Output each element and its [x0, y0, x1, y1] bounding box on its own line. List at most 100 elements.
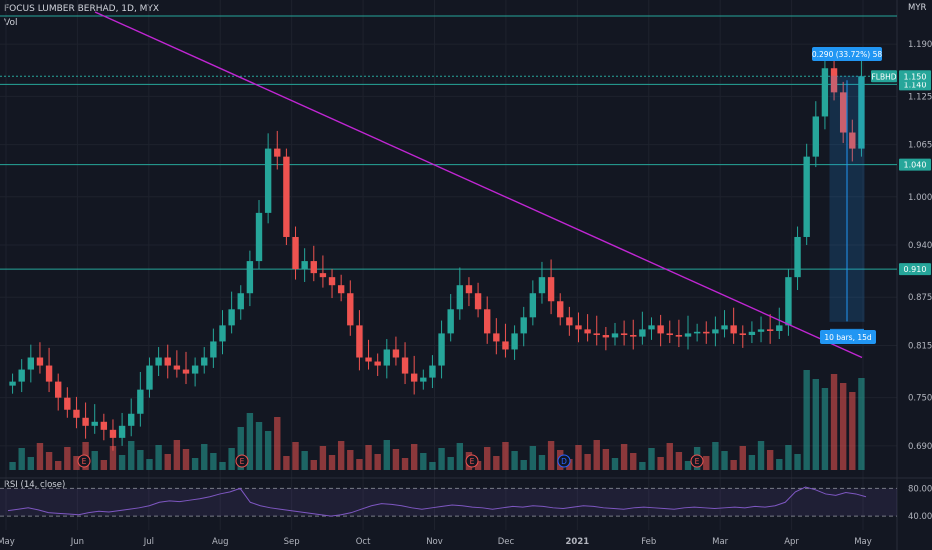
candle-body[interactable] — [447, 309, 454, 334]
candle-body[interactable] — [146, 365, 153, 390]
candle-body[interactable] — [511, 333, 518, 350]
event-marker-aug-earnings[interactable] — [235, 454, 249, 468]
candle-body[interactable] — [45, 365, 53, 382]
candle-body[interactable] — [757, 329, 765, 332]
candle-body[interactable] — [383, 349, 390, 366]
candle-body[interactable] — [666, 333, 673, 336]
candle-body[interactable] — [584, 329, 591, 334]
candle-body[interactable] — [164, 357, 171, 366]
candle-body[interactable] — [410, 373, 418, 382]
candle-body[interactable] — [703, 331, 710, 334]
candle-body[interactable] — [73, 409, 80, 418]
candle-body[interactable] — [794, 236, 801, 278]
candle-body[interactable] — [155, 357, 162, 366]
candle-body[interactable] — [630, 335, 637, 337]
candle-body[interactable] — [776, 325, 783, 331]
candle-body[interactable] — [228, 309, 235, 326]
candle-body[interactable] — [456, 285, 464, 310]
candle-body[interactable] — [766, 329, 774, 331]
candle-body[interactable] — [721, 325, 728, 330]
candle-body[interactable] — [319, 273, 327, 278]
candle-body[interactable] — [27, 357, 35, 370]
candle-body[interactable] — [730, 325, 737, 334]
candle-body[interactable] — [538, 277, 546, 294]
candle-body[interactable] — [557, 301, 564, 318]
candle-body[interactable] — [392, 349, 400, 358]
candle-body[interactable] — [237, 293, 244, 310]
candle-body[interactable] — [191, 365, 199, 374]
candle-body[interactable] — [100, 421, 108, 430]
candle-body[interactable] — [602, 335, 610, 338]
candle-body[interactable] — [438, 333, 445, 366]
candle-body[interactable] — [620, 333, 628, 336]
candle-body[interactable] — [648, 325, 655, 330]
candle-body[interactable] — [91, 421, 98, 426]
event-marker-feb-earnings[interactable] — [690, 454, 704, 468]
candle-body[interactable] — [401, 357, 409, 374]
candle-body[interactable] — [182, 369, 190, 374]
candle-body[interactable] — [328, 277, 336, 286]
candle-body[interactable] — [36, 357, 44, 366]
candle-body[interactable] — [82, 417, 89, 426]
candle-body[interactable] — [465, 285, 473, 294]
candle-body[interactable] — [529, 293, 537, 318]
candle-body[interactable] — [9, 381, 16, 386]
candle-body[interactable] — [255, 212, 263, 262]
candle-body[interactable] — [484, 309, 491, 334]
candle-body[interactable] — [849, 132, 856, 149]
candle-body[interactable] — [566, 317, 573, 326]
candle-body[interactable] — [173, 365, 181, 370]
candle-body[interactable] — [474, 293, 482, 310]
candle-body[interactable] — [201, 357, 208, 366]
candle-body[interactable] — [839, 92, 847, 133]
candle-body[interactable] — [803, 156, 810, 237]
candle-body[interactable] — [365, 357, 372, 362]
candle-body[interactable] — [858, 76, 865, 149]
candle-body[interactable] — [493, 333, 500, 342]
candle-body[interactable] — [693, 331, 701, 334]
candle-body[interactable] — [593, 333, 600, 336]
candle-body[interactable] — [675, 335, 683, 337]
candle-body[interactable] — [748, 331, 756, 336]
candle-body[interactable] — [356, 325, 363, 358]
candle-body[interactable] — [821, 68, 829, 117]
event-marker-nov-earnings[interactable] — [465, 454, 479, 468]
candle-body[interactable] — [310, 261, 317, 274]
candle-body[interactable] — [374, 361, 381, 366]
candle-body[interactable] — [219, 325, 226, 342]
candle-body[interactable] — [137, 389, 144, 414]
candle-body[interactable] — [812, 116, 819, 157]
trendline[interactable] — [94, 11, 863, 359]
candle-body[interactable] — [347, 293, 354, 326]
candle-body[interactable] — [575, 325, 582, 330]
candle-body[interactable] — [502, 341, 509, 350]
candle-body[interactable] — [785, 277, 792, 326]
candle-body[interactable] — [337, 285, 345, 294]
candle-body[interactable] — [246, 261, 254, 294]
candle-body[interactable] — [301, 261, 308, 270]
candle-body[interactable] — [611, 333, 619, 338]
candle-body[interactable] — [283, 156, 290, 237]
candle-body[interactable] — [420, 377, 427, 382]
candle-body[interactable] — [639, 329, 646, 337]
event-marker-jun-earnings[interactable] — [77, 454, 91, 468]
candle-body[interactable] — [684, 333, 692, 337]
candle-body[interactable] — [547, 277, 555, 302]
candle-body[interactable] — [18, 369, 25, 382]
candle-body[interactable] — [520, 317, 527, 334]
candle-body[interactable] — [210, 341, 217, 358]
event-marker-dec-dividend[interactable] — [557, 454, 571, 468]
candle-body[interactable] — [264, 148, 272, 213]
candle-body[interactable] — [274, 148, 281, 157]
candle-body[interactable] — [292, 236, 299, 270]
candle-body[interactable] — [64, 397, 71, 410]
candle-body[interactable] — [55, 381, 62, 398]
candle-body[interactable] — [739, 333, 746, 336]
candle-body[interactable] — [712, 329, 719, 334]
candle-body[interactable] — [657, 325, 664, 334]
candle-body[interactable] — [118, 425, 126, 438]
candle-body[interactable] — [429, 365, 436, 378]
candle-body[interactable] — [109, 429, 117, 438]
candle-body[interactable] — [128, 413, 135, 426]
